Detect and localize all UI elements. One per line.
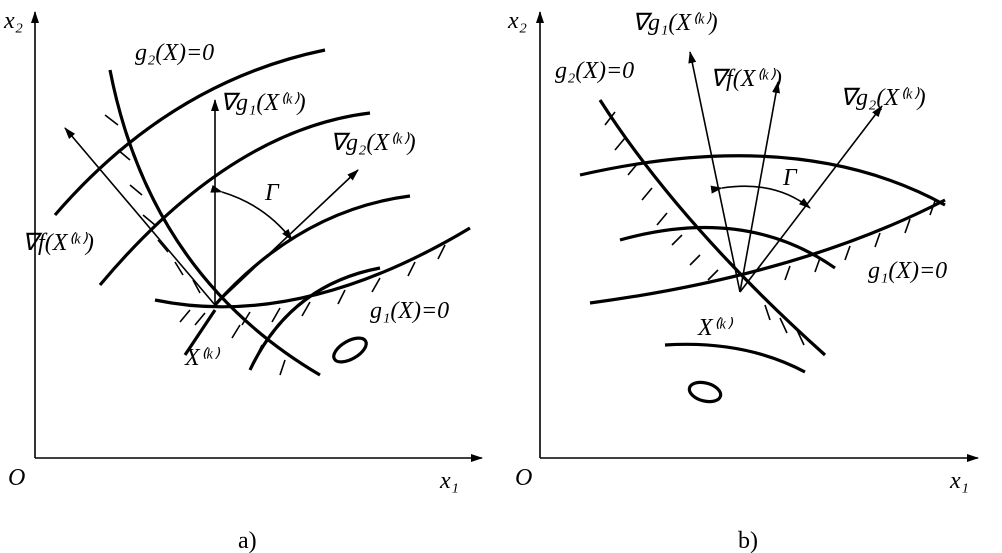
point-label: X⁽ᵏ⁾	[697, 315, 733, 341]
level-curve	[664, 342, 806, 374]
vector-label: ∇f(X⁽ᵏ⁾)	[710, 66, 782, 92]
level-curve	[213, 194, 411, 307]
level-curve	[53, 48, 326, 217]
axis-label: x₁	[439, 468, 459, 494]
caption: a)	[238, 528, 257, 553]
arrow	[214, 169, 359, 306]
arrow	[688, 51, 741, 293]
level-curve	[98, 111, 371, 287]
g1-curve	[154, 226, 471, 309]
ellipse	[332, 336, 368, 364]
arrow	[64, 127, 216, 306]
curve-label: g₁(X)=0	[868, 258, 947, 284]
axis-label: x₂	[507, 8, 527, 34]
curve-label: g₁(X)=0	[370, 298, 449, 324]
ellipse	[687, 380, 723, 404]
caption: b)	[738, 528, 758, 553]
angle-label: Γ	[782, 165, 798, 191]
vector-label: ∇g₂(X⁽ᵏ⁾)	[840, 85, 926, 111]
angle-label: Γ	[264, 180, 280, 206]
axis-label: x₁	[949, 468, 969, 494]
origin-label: O	[8, 465, 25, 491]
level-curve	[183, 309, 217, 356]
axis-label: x₂	[3, 8, 23, 34]
arrow	[739, 105, 883, 293]
curve-label: g₂(X)=0	[135, 40, 214, 66]
level-curve	[579, 154, 946, 207]
hatching	[104, 114, 446, 376]
vector-label: ∇g₁(X⁽ᵏ⁾)	[632, 10, 718, 36]
g2-curve	[108, 69, 321, 377]
hatching	[604, 111, 936, 346]
angle-arc	[210, 184, 293, 241]
panel-b: x₂ ∇g₁(X⁽ᵏ⁾) g₂(X)=0 ∇f(X⁽ᵏ⁾) ∇g₂(X⁽ᵏ⁾) …	[507, 8, 979, 553]
angle-arc	[710, 185, 811, 209]
vector-label: ∇f(X⁽ᵏ⁾)	[22, 230, 94, 256]
vector-label: ∇g₂(X⁽ᵏ⁾)	[330, 130, 416, 156]
point-label: X⁽ᵏ⁾	[184, 345, 220, 371]
panel-a: x₂ O x₁ g₂(X)=0 ∇g₁(X⁽ᵏ⁾) ∇g₂(X⁽ᵏ⁾) Γ ∇f…	[3, 8, 483, 553]
origin-label: O	[515, 465, 532, 491]
curve-label: g₂(X)=0	[555, 58, 634, 84]
level-curve	[248, 266, 381, 371]
vector-label: ∇g₁(X⁽ᵏ⁾)	[220, 90, 306, 116]
g1-curve	[589, 198, 946, 305]
